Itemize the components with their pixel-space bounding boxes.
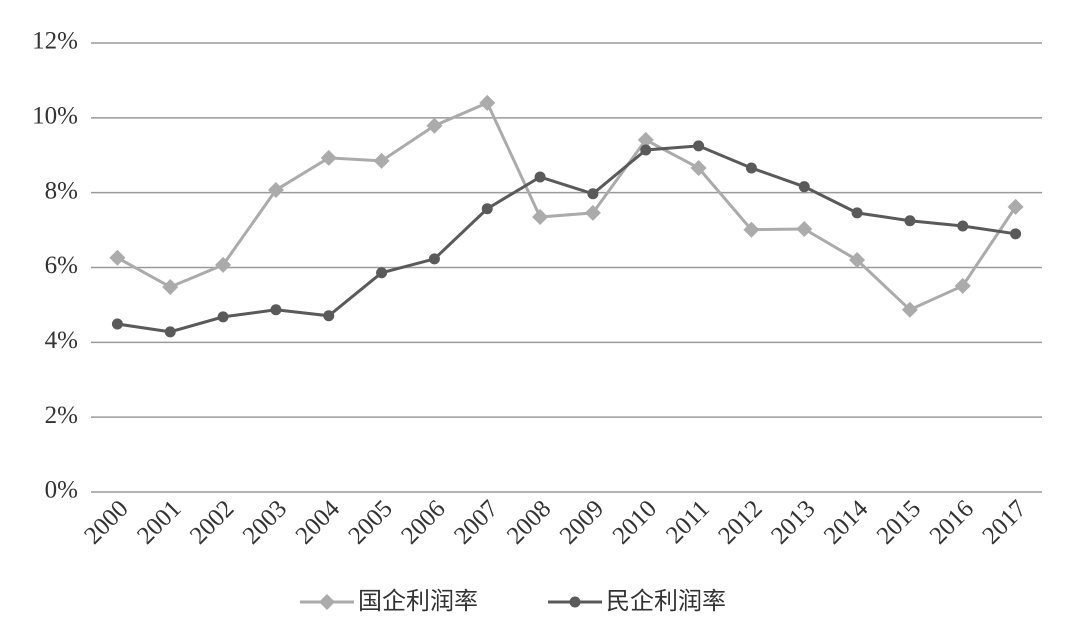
y-tick-label: 0% bbox=[45, 477, 78, 504]
point bbox=[584, 204, 601, 221]
point bbox=[373, 152, 390, 169]
x-tick-label: 2000 bbox=[79, 495, 133, 549]
x-tick-label: 2006 bbox=[396, 495, 450, 549]
y-tick-label: 4% bbox=[45, 327, 78, 354]
y-tick-label: 6% bbox=[45, 252, 78, 279]
point bbox=[693, 140, 705, 152]
point bbox=[954, 277, 971, 294]
x-tick-label: 2002 bbox=[185, 495, 239, 549]
point bbox=[376, 267, 388, 279]
legend-label: 民企利润率 bbox=[606, 587, 726, 615]
x-tick-label: 2011 bbox=[661, 495, 715, 549]
point bbox=[1007, 198, 1024, 215]
point bbox=[267, 182, 284, 199]
point bbox=[690, 159, 707, 176]
point bbox=[901, 301, 918, 318]
series-line bbox=[117, 144, 1016, 334]
x-tick-label: 2012 bbox=[713, 495, 767, 549]
y-tick-label: 10% bbox=[32, 103, 78, 130]
x-tick-label: 2010 bbox=[608, 495, 662, 549]
point bbox=[532, 208, 549, 225]
point bbox=[164, 326, 176, 338]
legend-label: 国企利润率 bbox=[358, 587, 478, 615]
point bbox=[534, 171, 546, 183]
x-tick-label: 2005 bbox=[343, 495, 397, 549]
y-tick-label: 2% bbox=[45, 402, 78, 429]
x-tick-label: 2013 bbox=[766, 495, 820, 549]
point bbox=[745, 162, 757, 174]
point bbox=[640, 144, 652, 156]
y-tick-label: 8% bbox=[45, 177, 78, 204]
series-line bbox=[116, 100, 1017, 312]
point bbox=[637, 131, 654, 148]
x-tick-label: 2008 bbox=[502, 495, 556, 549]
point bbox=[428, 253, 440, 265]
point bbox=[320, 149, 337, 166]
point bbox=[426, 117, 443, 134]
point bbox=[479, 94, 496, 111]
y-tick-label: 12% bbox=[32, 28, 78, 55]
x-tick-label: 2015 bbox=[872, 495, 926, 549]
point bbox=[796, 220, 813, 237]
point bbox=[957, 220, 969, 232]
x-tick-label: 2009 bbox=[555, 495, 609, 549]
point bbox=[849, 252, 866, 269]
x-tick-label: 2001 bbox=[132, 495, 186, 549]
point bbox=[215, 256, 232, 273]
x-tick-label: 2003 bbox=[238, 495, 292, 549]
point bbox=[1010, 228, 1022, 240]
x-tick-label: 2007 bbox=[449, 495, 503, 549]
point bbox=[743, 221, 760, 238]
point bbox=[217, 311, 229, 323]
x-tick-label: 2014 bbox=[819, 495, 874, 550]
point bbox=[798, 181, 810, 193]
x-tick-label: 2016 bbox=[925, 495, 979, 549]
point bbox=[323, 310, 335, 322]
legend-swatch-marker bbox=[319, 594, 335, 610]
point bbox=[851, 207, 863, 219]
point bbox=[111, 318, 123, 330]
point bbox=[109, 249, 126, 266]
point bbox=[904, 215, 916, 227]
point bbox=[481, 203, 493, 215]
point bbox=[587, 188, 599, 200]
point bbox=[162, 278, 179, 295]
legend: 国企利润率 民企利润率 bbox=[300, 587, 726, 615]
x-tick-label: 2017 bbox=[977, 495, 1031, 549]
point bbox=[270, 304, 282, 316]
legend-swatch-marker bbox=[569, 596, 581, 608]
x-tick-label: 2004 bbox=[291, 495, 346, 550]
